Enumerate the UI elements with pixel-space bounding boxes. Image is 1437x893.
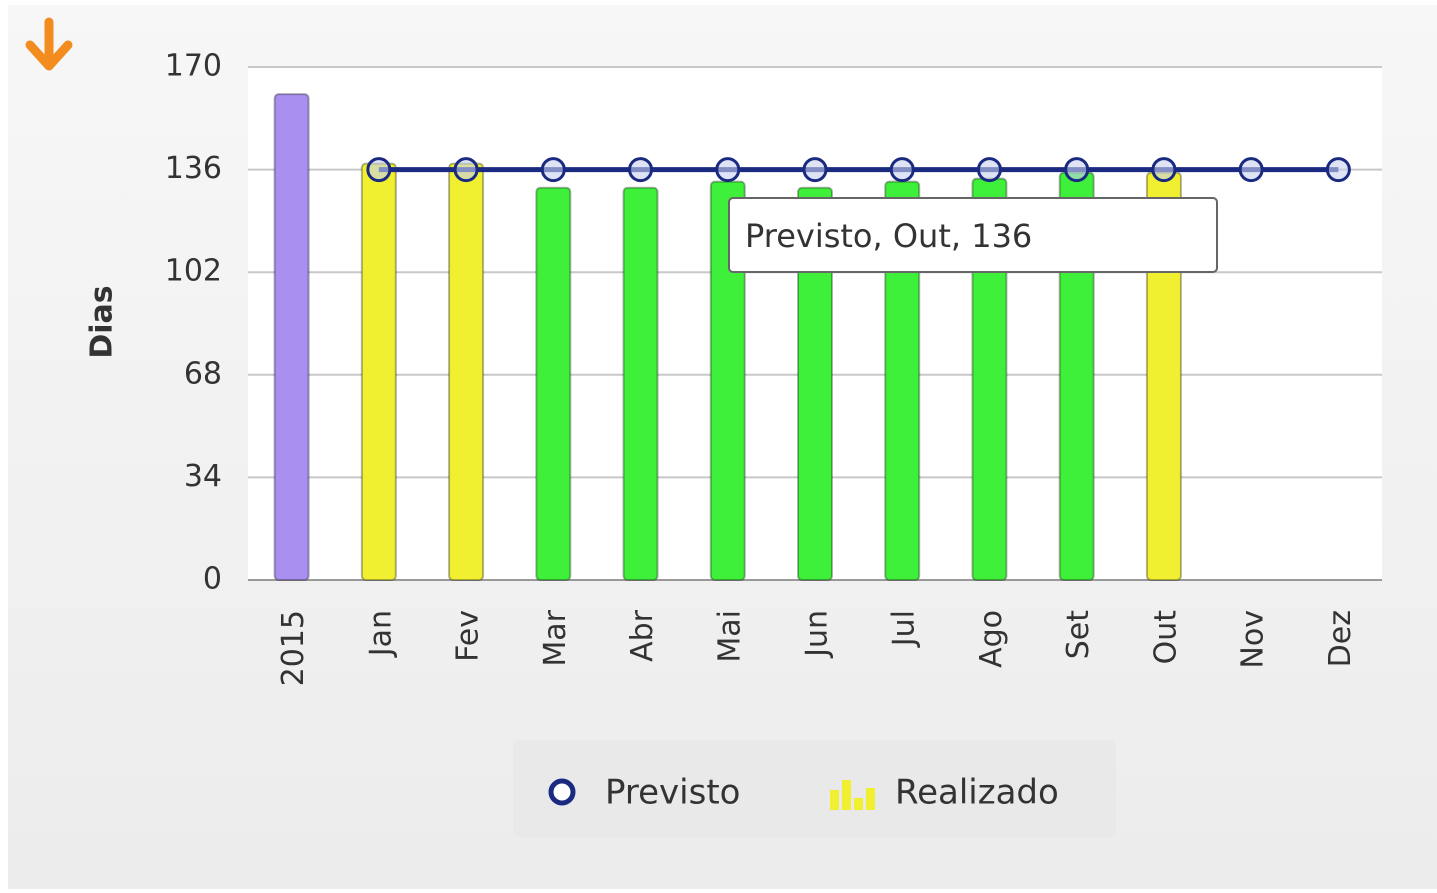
download-icon[interactable] [25,17,73,71]
x-tick-label: Set [1061,610,1096,660]
x-tick-label: Ago [974,610,1009,668]
line-marker [802,157,828,183]
legend-marker [548,778,576,806]
x-tick-label: 2015 [276,610,311,686]
x-tick-label: Jul [887,610,922,648]
x-tick-label: Out [1148,610,1183,665]
legend [513,740,1116,837]
legend-marker [866,788,875,810]
legend-marker [854,798,863,810]
tooltip-text: Previsto, Out, 136 [745,217,1032,255]
line-marker [715,157,741,183]
bar [448,162,485,582]
x-tick-label: Mar [538,609,573,666]
y-tick-label: 0 [203,562,222,597]
y-tick-label: 34 [184,459,222,494]
line-marker [366,157,392,183]
line-marker [1238,157,1264,183]
line-marker [889,157,915,183]
x-tick-label: Abr [625,609,660,662]
legend-marker [842,780,851,810]
x-tick-label: Fev [451,610,486,662]
bar [360,162,397,582]
line-marker [628,157,654,183]
line-marker [1325,157,1351,183]
bar [622,186,659,582]
tooltip [728,197,1218,273]
line-marker [540,157,566,183]
x-tick-label: Mai [712,610,747,663]
y-tick-label: 170 [165,49,222,84]
y-tick-label: 68 [184,356,222,391]
x-tick-label: Dez [1323,610,1358,667]
line-marker [1064,157,1090,183]
legend-label: Realizado [895,773,1059,813]
y-tick-label: 136 [165,151,222,186]
legend-label: Previsto [605,773,740,813]
x-tick-label: Jan [363,610,398,658]
line-marker [976,157,1002,183]
line-marker [1151,157,1177,183]
y-tick-label: 102 [165,254,222,289]
bar [535,186,572,582]
legend-marker [830,790,839,810]
bar [797,186,833,582]
line-marker [453,157,479,183]
x-tick-label: Jun [800,610,835,659]
bar [273,93,310,582]
y-axis-label: Dias [85,285,120,358]
x-tick-label: Nov [1236,610,1271,669]
